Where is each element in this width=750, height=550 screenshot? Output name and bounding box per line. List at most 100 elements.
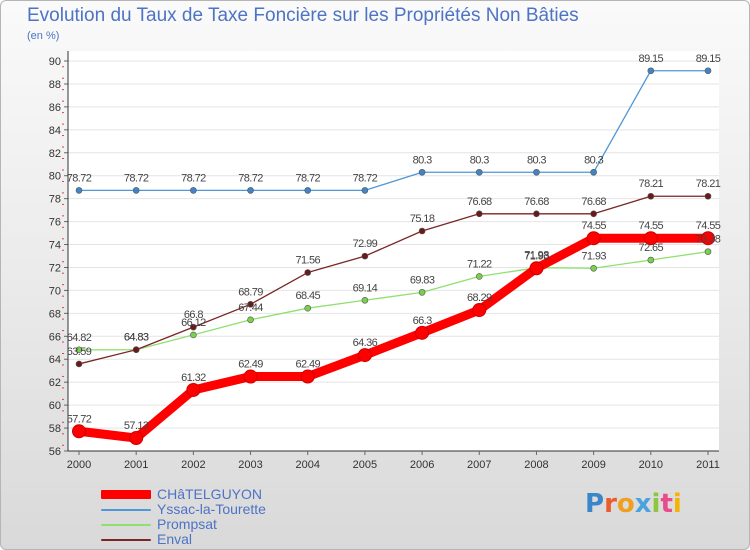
legend-swatch xyxy=(101,523,151,526)
data-label: 62.49 xyxy=(238,359,263,371)
data-point xyxy=(361,187,369,194)
data-label: 89.15 xyxy=(639,53,664,65)
data-point xyxy=(361,252,369,260)
data-point xyxy=(132,187,140,194)
series-line-ch-telguyon xyxy=(74,233,713,443)
data-label: 62.49 xyxy=(295,359,320,371)
logo-letter: t xyxy=(660,489,673,519)
data-point xyxy=(647,256,655,264)
series-line-prompsat xyxy=(78,250,709,351)
data-label: 80.3 xyxy=(527,154,546,166)
y-tick-label: 64 xyxy=(49,354,61,366)
x-tick-label: 2001 xyxy=(124,459,148,471)
data-point xyxy=(357,348,372,363)
data-point xyxy=(475,168,483,176)
data-label: 78.72 xyxy=(295,172,320,184)
data-point xyxy=(190,323,197,331)
data-point xyxy=(75,346,83,354)
data-point xyxy=(75,187,83,194)
data-point xyxy=(647,67,655,75)
data-point xyxy=(647,192,655,200)
legend-label: Prompsat xyxy=(157,516,217,532)
data-point xyxy=(304,269,312,276)
data-label: 69.14 xyxy=(353,282,378,294)
data-label: 66.8 xyxy=(184,309,203,321)
legend-swatch xyxy=(101,490,151,499)
data-point xyxy=(533,210,540,218)
logo-letter: o xyxy=(616,489,635,519)
data-label: 69.83 xyxy=(410,274,435,286)
data-point xyxy=(304,187,312,194)
logo-letter: r xyxy=(604,489,617,519)
data-point xyxy=(415,325,430,340)
data-label: 71.93 xyxy=(524,250,549,262)
data-label: 66.12 xyxy=(181,317,206,329)
y-tick-label: 62 xyxy=(49,377,61,389)
data-label: 66.3 xyxy=(413,315,432,327)
x-tick-label: 2011 xyxy=(696,459,720,471)
data-label: 64.83 xyxy=(124,332,149,344)
chart-title: Evolution du Taux de Taxe Foncière sur l… xyxy=(27,5,579,26)
y-tick-label: 88 xyxy=(49,79,61,91)
data-label: 61.32 xyxy=(181,372,206,384)
data-label: 76.68 xyxy=(467,196,492,208)
data-point xyxy=(475,210,483,218)
data-label: 78.72 xyxy=(124,172,149,184)
legend-swatch xyxy=(101,508,151,511)
logo-letter: i xyxy=(651,489,661,519)
data-point xyxy=(643,231,658,246)
data-label: 63.59 xyxy=(67,346,92,358)
data-point xyxy=(472,303,487,318)
data-label: 74.55 xyxy=(639,220,664,232)
data-point xyxy=(704,248,712,255)
data-point xyxy=(590,264,597,272)
data-point xyxy=(418,289,426,296)
data-point xyxy=(529,261,544,276)
data-point xyxy=(190,331,197,339)
data-point xyxy=(247,316,254,324)
logo-letter: i xyxy=(672,489,682,519)
legend-label: Yssac-la-Tourette xyxy=(157,501,266,517)
data-label: 73.38 xyxy=(696,234,721,246)
data-label: 64.36 xyxy=(353,337,378,349)
data-label: 78.21 xyxy=(639,178,664,190)
data-point xyxy=(704,192,712,200)
data-point xyxy=(243,369,258,384)
series-line-enval xyxy=(78,195,709,365)
data-label: 68.29 xyxy=(467,292,492,304)
data-point xyxy=(701,231,715,246)
data-point xyxy=(533,168,540,176)
plot-area xyxy=(68,51,719,451)
data-label: 67.44 xyxy=(238,302,263,314)
data-point xyxy=(418,168,426,176)
y-tick-label: 86 xyxy=(49,102,61,114)
legend-label: CHâTELGUYON xyxy=(157,486,263,502)
data-label: 78.21 xyxy=(696,178,721,190)
data-label: 80.3 xyxy=(413,154,432,166)
data-label: 74.55 xyxy=(581,220,606,232)
x-tick-label: 2007 xyxy=(467,459,491,471)
x-tick-label: 2009 xyxy=(581,459,605,471)
data-point xyxy=(304,304,312,312)
data-point xyxy=(590,210,597,218)
data-point xyxy=(72,424,86,439)
data-label: 64.82 xyxy=(67,332,92,344)
data-label: 72.99 xyxy=(353,238,378,250)
data-label: 71.93 xyxy=(581,250,606,262)
data-label: 78.72 xyxy=(353,172,378,184)
legend-swatch xyxy=(101,538,151,541)
y-tick-label: 90 xyxy=(49,56,61,68)
y-tick-label: 60 xyxy=(49,400,61,412)
data-label: 64.83 xyxy=(124,332,149,344)
data-label: 80.3 xyxy=(470,154,489,166)
y-tick-label: 70 xyxy=(49,285,61,297)
data-point xyxy=(475,273,483,280)
data-label: 89.15 xyxy=(696,53,721,65)
x-tick-label: 2006 xyxy=(410,459,434,471)
data-label: 72.65 xyxy=(639,242,664,254)
data-point xyxy=(300,369,315,384)
x-tick-label: 2003 xyxy=(238,459,262,471)
y-tick-label: 84 xyxy=(49,125,61,137)
x-tick-label: 2010 xyxy=(639,459,663,471)
